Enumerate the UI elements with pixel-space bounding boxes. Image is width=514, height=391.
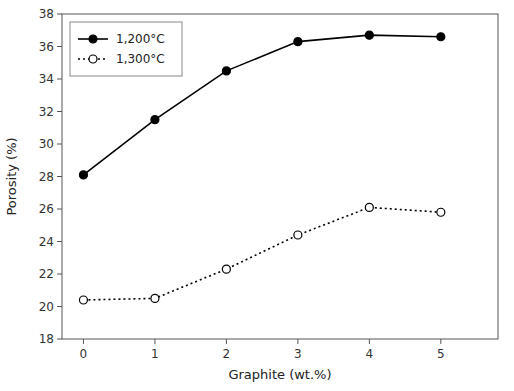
series-marker [437,33,445,41]
legend-marker [89,35,97,43]
chart: 0123451820222426283032343638Graphite (wt… [0,0,514,391]
x-tick [226,339,227,344]
y-tick-label: 22 [39,267,54,281]
y-tick-label: 36 [39,40,54,54]
y-tick [57,274,62,275]
x-tick-label: 0 [80,347,88,361]
legend-label: 1,200°C [116,32,165,46]
y-tick-label: 20 [39,300,54,314]
y-tick [57,79,62,80]
y-tick-label: 18 [39,332,54,346]
series-marker [437,208,445,216]
y-tick [57,339,62,340]
series-marker [151,116,159,124]
y-tick-label: 28 [39,170,54,184]
series-marker [79,296,87,304]
plot-frame [62,14,498,339]
y-tick-label: 34 [39,72,54,86]
y-tick [57,306,62,307]
x-tick [83,339,84,344]
series-marker [151,294,159,302]
x-tick-label: 5 [437,347,445,361]
x-tick [369,339,370,344]
series-marker [294,38,302,46]
series-marker [222,67,230,75]
series-marker [365,203,373,211]
legend-box [70,22,182,76]
x-tick-label: 4 [366,347,374,361]
y-tick [57,209,62,210]
x-tick [440,339,441,344]
series-line [83,207,440,300]
x-axis-label: Graphite (wt.%) [228,367,331,382]
y-tick [57,176,62,177]
x-tick-label: 2 [223,347,231,361]
series-marker [365,31,373,39]
y-tick-label: 32 [39,105,54,119]
y-tick-label: 26 [39,202,54,216]
y-tick-label: 30 [39,137,54,151]
x-tick [154,339,155,344]
y-tick [57,144,62,145]
x-tick-label: 3 [294,347,302,361]
y-axis-label: Porosity (%) [4,137,19,215]
legend-marker [89,55,97,63]
y-tick [57,46,62,47]
y-tick [57,111,62,112]
series-line [83,35,440,175]
series-marker [294,231,302,239]
y-tick-label: 38 [39,7,54,21]
y-tick-label: 24 [39,235,54,249]
x-tick [297,339,298,344]
series-marker [79,171,87,179]
y-tick [57,241,62,242]
series-marker [222,265,230,273]
legend: 1,200°C 1,300°C [70,22,182,76]
chart-container: 0123451820222426283032343638Graphite (wt… [0,0,514,391]
y-tick [57,14,62,15]
x-tick-label: 1 [151,347,159,361]
legend-label: 1,300°C [116,52,165,66]
